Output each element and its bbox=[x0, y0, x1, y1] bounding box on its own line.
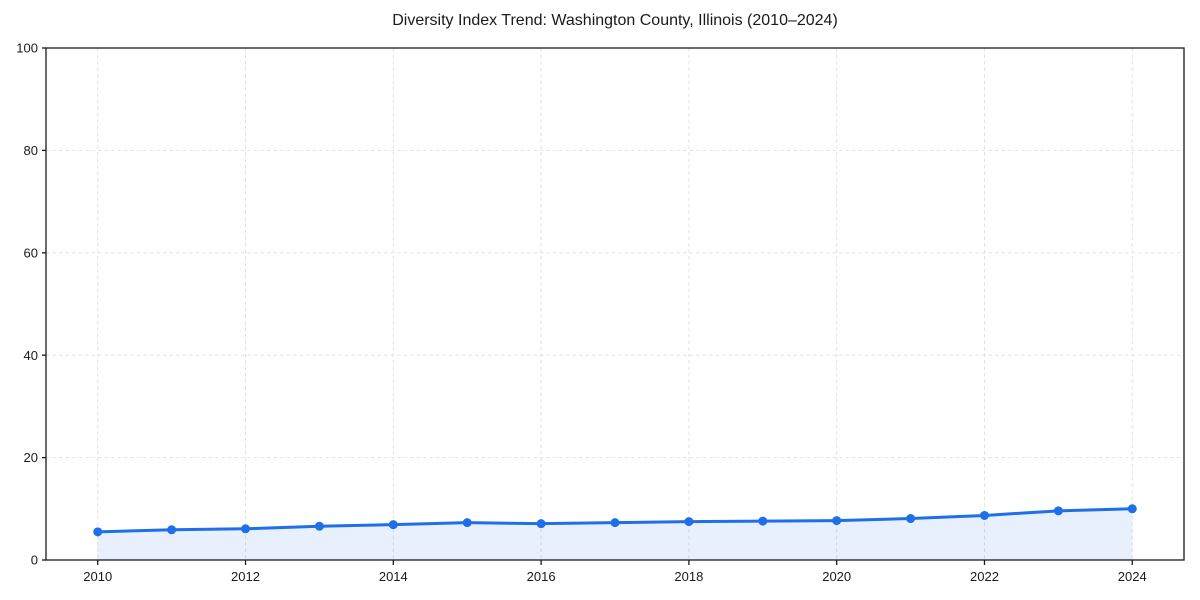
data-point-2020 bbox=[832, 516, 842, 526]
chart-title: Diversity Index Trend: Washington County… bbox=[392, 12, 838, 29]
data-point-2010 bbox=[93, 527, 103, 537]
data-point-2012 bbox=[241, 524, 251, 534]
plot-frame bbox=[45, 47, 1185, 561]
data-point-2021 bbox=[906, 514, 916, 524]
x-tick-label: 2010 bbox=[83, 569, 112, 584]
data-point-2016 bbox=[536, 519, 546, 529]
y-tick-label: 20 bbox=[24, 450, 38, 465]
data-point-2023 bbox=[1053, 506, 1063, 516]
area-fill bbox=[97, 508, 1133, 560]
x-tick-label: 2024 bbox=[1118, 569, 1147, 584]
data-point-2014 bbox=[388, 520, 398, 530]
y-tick-label: 80 bbox=[24, 143, 38, 158]
data-point-2022 bbox=[979, 510, 989, 520]
data-point-2011 bbox=[167, 525, 177, 535]
x-tick-label: 2020 bbox=[822, 569, 851, 584]
data-point-2019 bbox=[758, 516, 768, 526]
x-tick-label: 2014 bbox=[379, 569, 408, 584]
x-tick-label: 2016 bbox=[527, 569, 556, 584]
x-tick-label: 2022 bbox=[970, 569, 999, 584]
data-point-2013 bbox=[314, 521, 324, 531]
data-point-2017 bbox=[610, 518, 620, 528]
y-tick-label: 60 bbox=[24, 245, 38, 260]
y-tick-label: 40 bbox=[24, 348, 38, 363]
data-point-2018 bbox=[684, 517, 694, 527]
x-tick-label: 2012 bbox=[231, 569, 260, 584]
x-tick-label: 2018 bbox=[674, 569, 703, 584]
data-point-2024 bbox=[1127, 504, 1137, 514]
y-tick-label: 0 bbox=[31, 553, 38, 568]
y-tick-label: 100 bbox=[16, 41, 38, 56]
data-point-2015 bbox=[462, 518, 472, 528]
